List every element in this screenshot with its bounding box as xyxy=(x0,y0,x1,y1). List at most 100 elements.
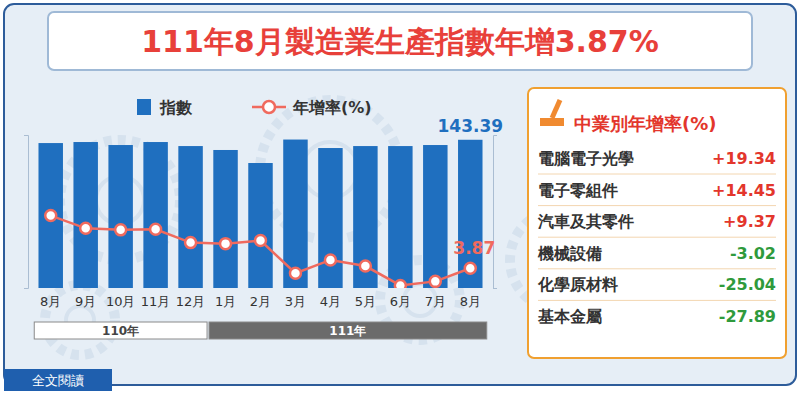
bar xyxy=(388,146,412,288)
x-tick: 4月 xyxy=(320,294,341,309)
legend-swatch xyxy=(263,101,275,113)
bar xyxy=(353,146,377,288)
bar xyxy=(73,142,97,288)
data-labels: 143.39 3.87 xyxy=(437,116,503,258)
table-row-divider xyxy=(538,174,776,175)
year-group-box xyxy=(209,322,487,339)
link-button-label[interactable]: 全文閱讀 xyxy=(32,373,84,388)
x-tick-label: 12月 xyxy=(176,294,206,309)
line-marker xyxy=(465,263,476,274)
bar xyxy=(178,146,202,288)
bar xyxy=(248,163,272,288)
plot-marks xyxy=(38,140,482,288)
x-tick-label: 9月 xyxy=(75,294,96,309)
icon-decor xyxy=(552,100,560,118)
bar xyxy=(108,145,132,288)
table-row-value: +19.34 xyxy=(712,149,776,168)
x-tick: 6月 xyxy=(390,294,411,309)
x-tick: 2月 xyxy=(250,294,271,309)
table-row-divider xyxy=(538,237,776,238)
x-tick: 12月 xyxy=(176,294,206,309)
x-tick: 8月 xyxy=(460,294,481,309)
bar xyxy=(38,143,62,288)
line-marker xyxy=(45,210,56,221)
x-tick: 8月 xyxy=(40,294,61,309)
line-marker xyxy=(185,237,196,248)
link-button xyxy=(4,369,112,391)
line-marker xyxy=(430,276,441,287)
table-row-label: 汽車及其零件 xyxy=(537,212,634,231)
bar xyxy=(458,140,482,288)
line-marker xyxy=(325,254,336,265)
table-row-value: -25.04 xyxy=(719,275,776,294)
y2-axis xyxy=(493,136,497,289)
y-tick-mark xyxy=(24,288,28,289)
line-marker xyxy=(115,224,126,235)
x-tick-label: 8月 xyxy=(460,294,481,309)
x-tick-label: 4月 xyxy=(320,294,341,309)
data-label: 3.87 xyxy=(453,238,495,258)
y-tick xyxy=(24,288,28,289)
x-tick-label: 8月 xyxy=(40,294,61,309)
chart-title: 111年8月製造業生產指數年增3.87% xyxy=(141,24,659,59)
x-tick-label: 3月 xyxy=(285,294,306,309)
table-row-label: 化學原材料 xyxy=(537,275,618,294)
line-marker xyxy=(150,224,161,235)
table-row-label: 基本金屬 xyxy=(537,307,602,326)
title-box xyxy=(48,12,752,70)
table-row-label: 機械設備 xyxy=(537,244,602,263)
legend: 指數 年增率(%) xyxy=(137,98,372,117)
table-row-value: -27.89 xyxy=(719,307,776,326)
x-axis: 8月 9月 10月 11月 12月 1月 2月 3月 4月 5月 6月 7月 8月 xyxy=(40,294,481,309)
table-row-label: 電子零組件 xyxy=(538,181,618,200)
y2-tick xyxy=(493,288,497,289)
table-row-label: 電腦電子光學 xyxy=(538,149,634,168)
line-marker xyxy=(220,238,231,249)
x-tick-label: 7月 xyxy=(425,294,446,309)
line-marker xyxy=(80,223,91,234)
table-row-divider xyxy=(538,268,776,269)
y-axis-line xyxy=(24,136,29,289)
x-tick: 5月 xyxy=(355,294,376,309)
table-row-value: +14.45 xyxy=(712,181,776,200)
x-tick-label: 1月 xyxy=(215,294,236,309)
y2-axis-line xyxy=(494,136,498,289)
x-tick-label: 6月 xyxy=(390,294,411,309)
line-marker xyxy=(255,235,266,246)
table-row-divider xyxy=(538,300,776,301)
x-tick: 7月 xyxy=(425,294,446,309)
table-title: 中業別年增率(%) xyxy=(574,113,717,134)
bar xyxy=(423,145,447,288)
legend-swatch xyxy=(137,99,151,115)
bar xyxy=(143,142,167,288)
table-row-value: +9.37 xyxy=(723,212,776,231)
line-marker xyxy=(290,268,301,279)
table-box xyxy=(528,88,786,358)
x-tick: 3月 xyxy=(285,294,306,309)
data-label: 143.39 xyxy=(437,116,503,136)
industry-table: 中業別年增率(%) 電腦電子光學 +19.34 電子零組件 +14.45 汽車及其零件 +9… xyxy=(528,88,786,358)
line-marker xyxy=(395,280,406,288)
y-axis xyxy=(24,136,29,289)
chart-svg: 111年8月製造業生產指數年增3.87% 143.39 3.87 8月 9月 10月 11月… xyxy=(0,0,800,393)
x-tick-label: 5月 xyxy=(355,294,376,309)
year-group-label: 111年 xyxy=(329,324,366,338)
x-tick: 9月 xyxy=(75,294,96,309)
legend-label: 年增率(%) xyxy=(292,98,372,117)
legend-label: 指數 xyxy=(159,98,193,117)
panel-bg xyxy=(4,4,796,385)
x-tick: 1月 xyxy=(215,294,236,309)
table-row-value: -3.02 xyxy=(730,244,776,263)
year-group-box xyxy=(34,322,207,339)
table-row-divider xyxy=(538,205,776,206)
year-group-label: 110年 xyxy=(102,324,139,338)
x-tick: 11月 xyxy=(141,294,171,309)
y2-tick-mark xyxy=(493,288,497,289)
x-tick-label: 10月 xyxy=(106,294,136,309)
bar xyxy=(318,148,342,288)
x-tick-label: 11月 xyxy=(141,294,171,309)
x-tick-label: 2月 xyxy=(250,294,271,309)
bar xyxy=(213,150,237,288)
x-tick: 10月 xyxy=(106,294,136,309)
line-marker xyxy=(360,261,371,272)
